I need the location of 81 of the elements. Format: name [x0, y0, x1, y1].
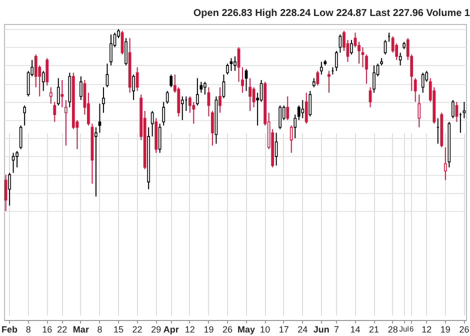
candlestick [248, 78, 252, 112]
candlestick [421, 72, 424, 94]
candlestick [418, 94, 421, 128]
x-tick-label: 16 [42, 324, 52, 334]
candlestick [455, 101, 458, 122]
candlestick [218, 86, 222, 114]
x-tick-label: 8 [26, 324, 31, 334]
x-tick-label: Feb [2, 324, 18, 334]
candlestick [110, 34, 112, 66]
x-tick-label: 19 [440, 324, 450, 334]
candlestick [286, 96, 290, 121]
candlestick [444, 146, 447, 181]
candlestick [162, 101, 166, 126]
candlestick [260, 80, 263, 102]
candlestick [80, 76, 82, 101]
x-tick-label: 7 [334, 324, 339, 334]
candlestick [124, 38, 128, 66]
candlestick [98, 103, 102, 134]
x-tick-label: 15 [114, 324, 124, 334]
x-tick-label: 26 [222, 324, 232, 334]
candlestick [170, 74, 173, 88]
candlestick [350, 39, 353, 56]
candlestick [452, 100, 454, 119]
x-tick-label: 19 [204, 324, 214, 334]
candlestick [106, 63, 109, 88]
candlestick [53, 101, 56, 122]
x-tick-label: 22 [132, 324, 142, 334]
candlestick [294, 114, 297, 139]
candlestick [204, 81, 206, 96]
candlestick [166, 90, 169, 104]
candlestick [230, 58, 233, 72]
candlestick [42, 70, 45, 92]
candlestick [335, 50, 338, 72]
candlestick [196, 78, 199, 106]
candlestick [361, 46, 364, 68]
candlestick [12, 152, 15, 174]
x-tick-label: 22 [57, 324, 68, 334]
candlestick [358, 41, 360, 64]
candlestick [462, 101, 466, 119]
candlestick [316, 70, 320, 86]
x-tick-label: May [238, 324, 256, 334]
x-tick-label: 21 [369, 324, 380, 334]
x-tick-label: 10 [260, 324, 270, 334]
x-tick-label: 29 [151, 324, 162, 334]
x-tick-label: 12 [184, 324, 195, 334]
candlestick [372, 64, 376, 94]
candlestick [158, 123, 162, 154]
text: Open 226.83 High 228.24 Low 224.87 Last 227.96 Volume 1 [193, 8, 470, 19]
candlestick [308, 90, 312, 117]
x-tick-label: 17 [278, 324, 289, 334]
candlestick [49, 86, 52, 104]
candlestick [304, 92, 308, 124]
x-tick-label: 26 [459, 324, 470, 334]
candlestick [354, 32, 357, 48]
candlestick [102, 86, 105, 114]
candlestick [180, 96, 184, 121]
x-tick-label: Jun [313, 324, 330, 334]
candlestick [234, 56, 236, 72]
candlestick [46, 58, 49, 86]
x-tick-label: 12 [422, 324, 432, 334]
candlestick [56, 78, 60, 106]
x-tick-label: 28 [388, 324, 398, 334]
x-tick-label: 24 [298, 324, 308, 334]
candlestick [60, 80, 64, 108]
candlestick [328, 70, 330, 94]
x-tick-label: Mar [72, 324, 90, 334]
candlestick [301, 100, 304, 119]
candlestick [398, 52, 402, 66]
candlestick [278, 104, 282, 130]
x-tick-label: 14 [350, 324, 360, 334]
candlestick [132, 74, 135, 101]
candlestick [23, 104, 26, 126]
candlestick [274, 132, 278, 166]
candlestick [414, 78, 417, 102]
x-tick-label: 8 [97, 324, 102, 334]
x-tick-label: Apr [163, 324, 180, 334]
candlestick [211, 110, 214, 146]
candlestick [312, 78, 316, 88]
candlestick [320, 61, 323, 76]
candlestick [8, 172, 11, 206]
candlestick [150, 110, 154, 137]
